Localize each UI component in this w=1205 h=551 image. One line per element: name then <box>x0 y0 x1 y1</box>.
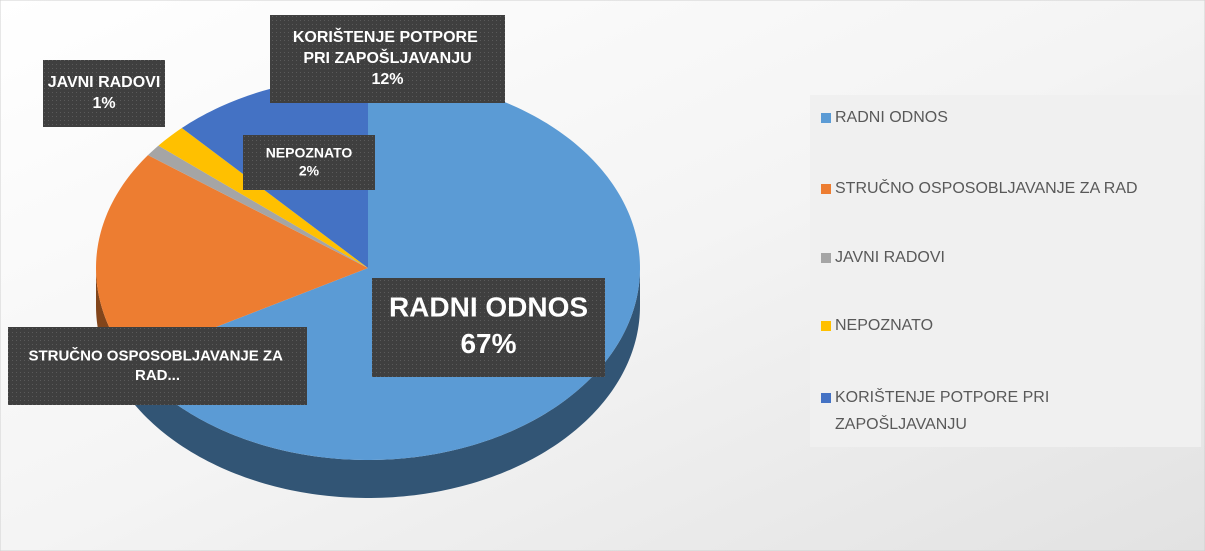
data-label-value: 12% <box>371 71 403 88</box>
data-label: NEPOZNATO <box>266 144 353 160</box>
data-label-value: 1% <box>92 95 115 112</box>
legend-swatch <box>821 393 831 403</box>
slice <box>96 155 368 361</box>
legend-label: JAVNI RADOVI <box>835 249 945 266</box>
legend-swatch <box>821 113 831 123</box>
data-label-box <box>270 15 505 103</box>
legend-swatch <box>821 184 831 194</box>
legend-box <box>810 95 1201 447</box>
slice-side <box>129 268 640 498</box>
data-label: JAVNI RADOVI <box>48 74 161 91</box>
legend-swatch <box>821 253 831 263</box>
legend-swatch <box>821 321 831 331</box>
slice <box>158 128 368 268</box>
data-label-box <box>372 278 605 377</box>
data-label: RADNI ODNOS <box>389 292 588 323</box>
slice <box>147 145 368 268</box>
legend-label: KORIŠTENJE POTPORE PRI ZAPOŠLJAVANJU <box>835 387 1054 433</box>
legend-label: NEPOZNATO <box>835 317 933 334</box>
data-label-value: 67% <box>460 328 516 359</box>
data-label: STRUČNO OSPOSOBLJAVANJE ZA RAD... <box>28 346 286 384</box>
legend-label: STRUČNO OSPOSOBLJAVANJE ZA RAD <box>835 178 1138 197</box>
data-label-box <box>8 327 307 405</box>
data-label: KORIŠTENJE POTPORE PRI ZAPOŠLJAVANJU <box>293 27 482 67</box>
data-label-box <box>43 60 165 127</box>
legend-label: RADNI ODNOS <box>835 109 948 126</box>
data-label-value: 2% <box>299 162 320 178</box>
data-label-box <box>243 135 375 190</box>
